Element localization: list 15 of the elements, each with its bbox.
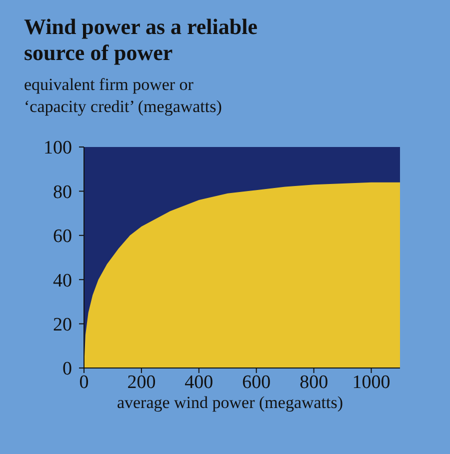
x-tick-label: 400 [184, 372, 214, 393]
y-tick-label: 60 [53, 226, 72, 248]
y-tick-label: 20 [53, 314, 72, 336]
x-tick-label: 1000 [352, 372, 390, 393]
x-tick-label: 800 [300, 372, 328, 393]
x-axis-title: average wind power (megawatts) [116, 393, 344, 412]
x-tick-label: 200 [127, 372, 156, 393]
x-tick-label: 600 [242, 372, 271, 393]
x-tick-label: 0 [79, 372, 89, 393]
chart-title: Wind power as a reliable source of power [24, 14, 258, 65]
y-tick-label: 0 [62, 358, 72, 380]
y-axis-title: equivalent firm power or ‘capacity credit’ (megawatts) [24, 75, 222, 116]
y-tick-label: 40 [53, 270, 72, 292]
y-tick-label: 100 [44, 138, 72, 159]
y-tick-label: 80 [53, 182, 72, 203]
